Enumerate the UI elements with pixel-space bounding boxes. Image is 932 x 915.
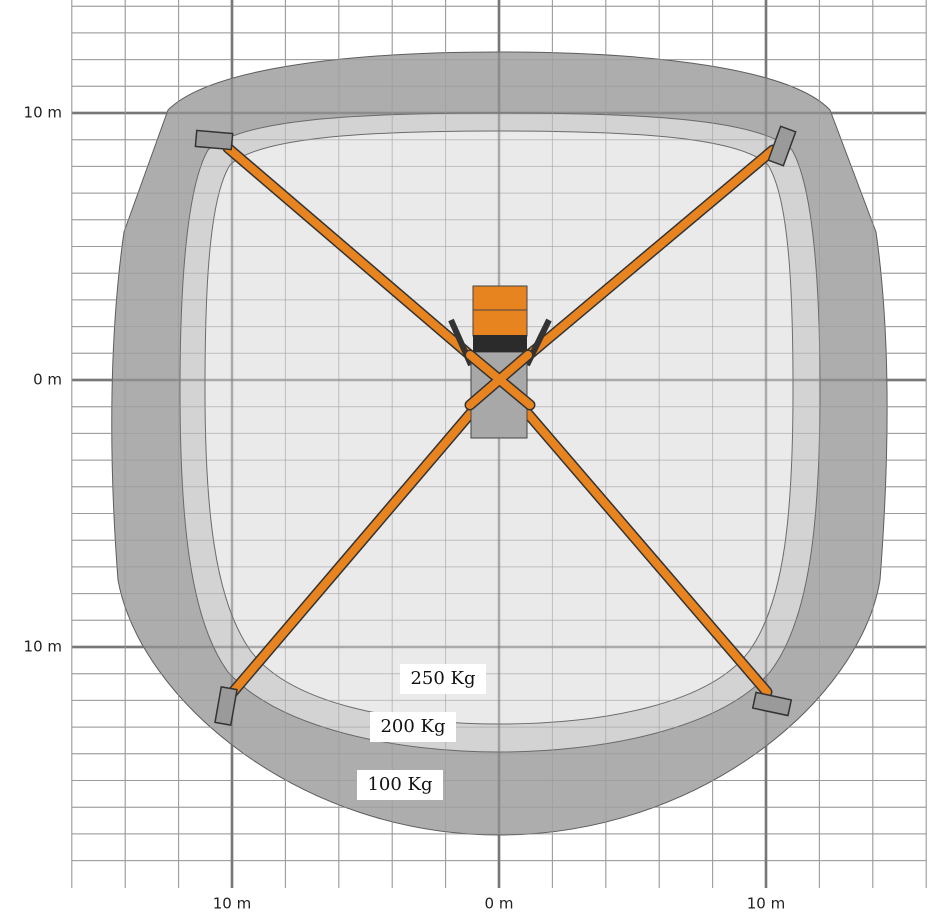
outriggers	[194, 125, 797, 726]
vehicle	[448, 285, 552, 439]
y-axis-label: 0 m	[33, 371, 62, 389]
zone-label: 250 Kg	[410, 668, 475, 689]
zone-label: 200 Kg	[380, 716, 445, 737]
x-axis-label: 10 m	[747, 895, 785, 913]
zone-label: 100 Kg	[367, 774, 432, 795]
zone-labels: 250 Kg 200 Kg 100 Kg	[357, 664, 486, 800]
y-axis-label: 10 m	[24, 104, 62, 122]
x-axis-label: 0 m	[485, 895, 514, 913]
x-axis-label: 10 m	[213, 895, 251, 913]
y-axis-label: 10 m	[24, 638, 62, 656]
